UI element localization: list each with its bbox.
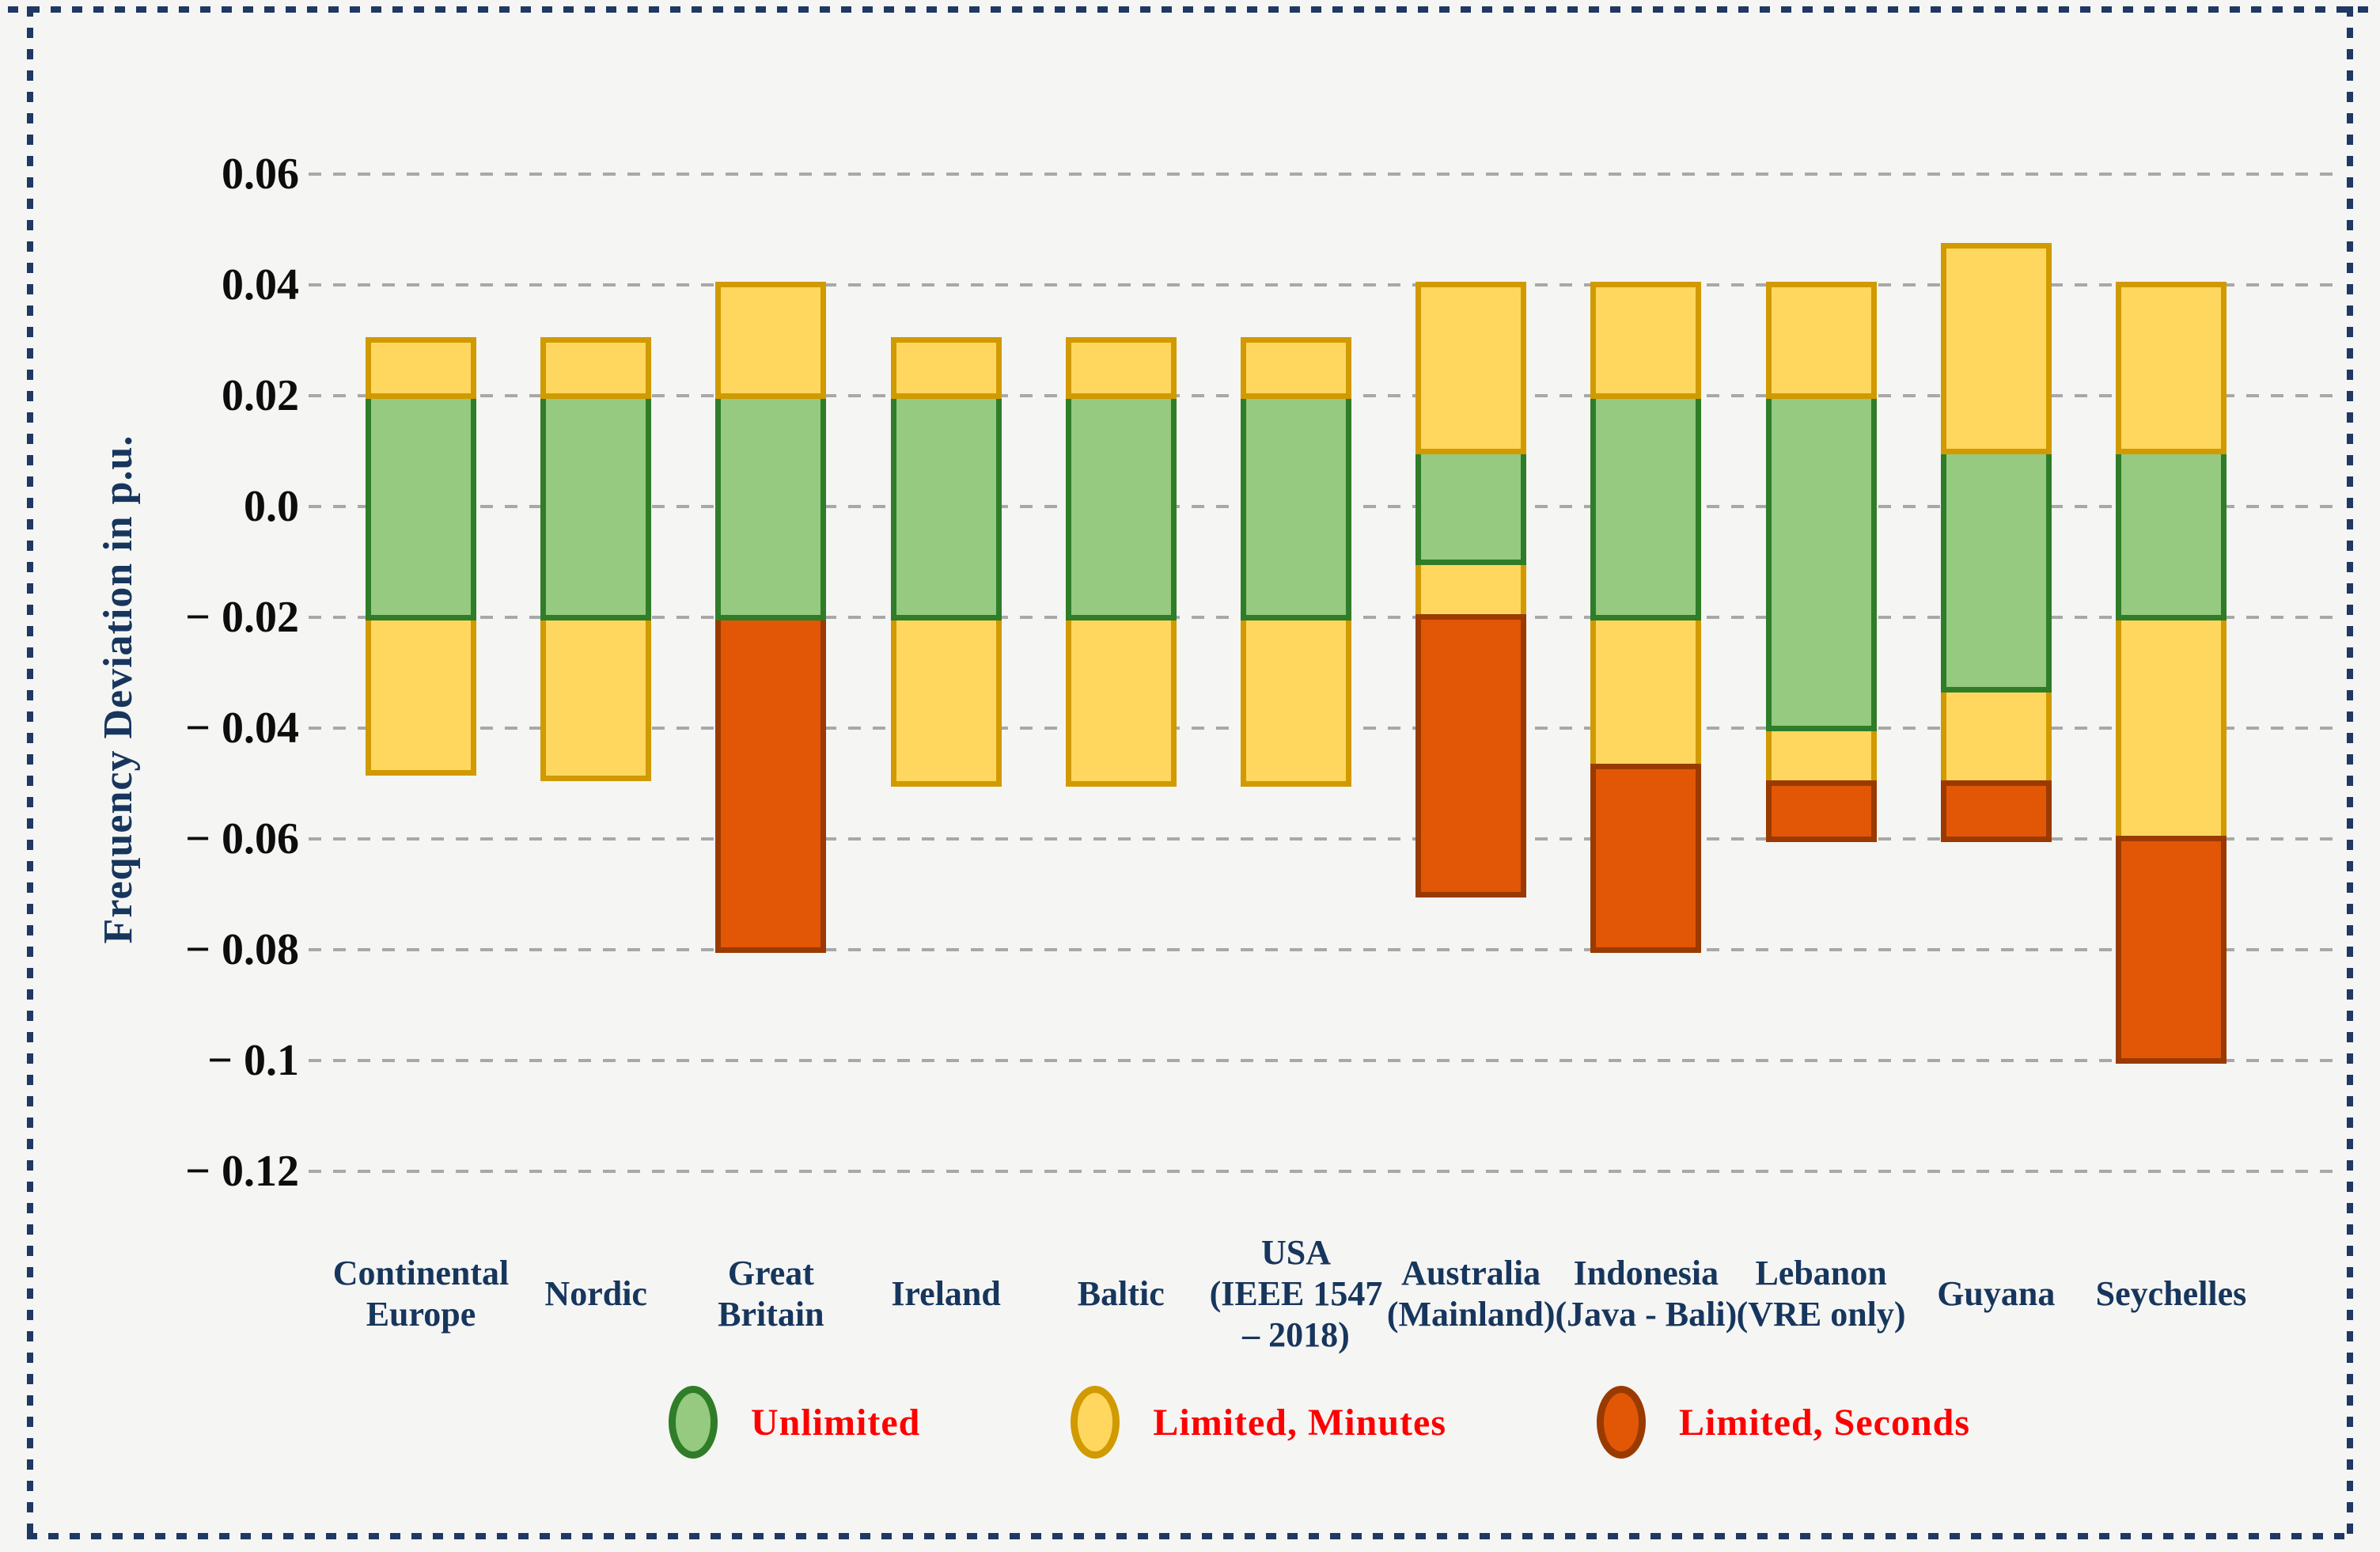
- bar-segment: [366, 614, 476, 776]
- limited_seconds-legend-marker-icon: [1597, 1386, 1646, 1459]
- legend-label: Unlimited: [751, 1401, 921, 1444]
- bar-segment: [890, 393, 1002, 620]
- bar-segment: [890, 614, 1002, 787]
- bar-segment: [1940, 780, 2052, 842]
- legend: Unlimited Limited, Minutes Limited, Second…: [669, 1379, 1970, 1466]
- y-tick-label: 0.0: [244, 482, 299, 531]
- x-category-label: Great Britain: [718, 1254, 824, 1334]
- x-category-label: Ireland: [891, 1274, 1001, 1314]
- limited_minutes-legend-marker-icon: [1071, 1386, 1120, 1459]
- bar-segment: [540, 393, 652, 620]
- bar-segment: [540, 337, 652, 399]
- bar-segment: [1940, 243, 2052, 454]
- bar-segment: [2116, 282, 2227, 454]
- figure-border-right: [2347, 6, 2353, 1539]
- bar-segment: [715, 393, 827, 620]
- legend-label: Limited, Seconds: [1679, 1401, 1971, 1444]
- y-tick-label: − 0.06: [185, 814, 299, 863]
- bar-segment: [540, 614, 652, 781]
- bar-segment: [1590, 393, 1702, 620]
- x-category-label: Guyana: [1937, 1274, 2056, 1314]
- gridline: [309, 283, 2334, 286]
- gridline: [309, 1170, 2334, 1173]
- bar-segment: [1415, 614, 1527, 897]
- bar-segment: [1765, 393, 1877, 731]
- gridline: [309, 173, 2334, 176]
- y-tick-label: − 0.12: [185, 1147, 299, 1196]
- bar-segment: [1765, 725, 1877, 787]
- figure-border-left: [27, 6, 33, 1539]
- bar-segment: [1940, 448, 2052, 693]
- bar-segment: [1940, 686, 2052, 787]
- bar-segment: [1065, 393, 1177, 620]
- bar-segment: [2116, 614, 2227, 842]
- bar-segment: [715, 614, 827, 953]
- legend-label: Limited, Minutes: [1153, 1401, 1446, 1444]
- bar-segment: [1241, 337, 1351, 399]
- gridline: [309, 837, 2334, 841]
- bar-segment: [1065, 337, 1177, 399]
- bar-segment: [2116, 448, 2227, 620]
- bar-segment: [715, 282, 827, 399]
- bar-segment: [1415, 559, 1527, 620]
- gridline: [309, 1059, 2334, 1062]
- gridline: [309, 948, 2334, 951]
- y-tick-label: 0.02: [222, 371, 299, 420]
- unlimited-legend-marker-icon: [669, 1386, 718, 1459]
- y-tick-label: 0.04: [222, 260, 299, 309]
- y-tick-label: − 0.02: [185, 593, 299, 642]
- bar-segment: [1065, 614, 1177, 787]
- bar-segment: [1590, 764, 1702, 953]
- y-tick-label: − 0.1: [207, 1036, 299, 1085]
- legend-item: Limited, Seconds: [1597, 1386, 1970, 1459]
- legend-item: Unlimited: [669, 1386, 920, 1459]
- y-tick-label: − 0.04: [185, 704, 299, 753]
- bar-segment: [890, 337, 1002, 399]
- y-tick-label: − 0.08: [185, 925, 299, 974]
- y-axis-title: Frequency Deviation in p.u.: [96, 434, 141, 944]
- bar-segment: [1241, 393, 1351, 620]
- bar-segment: [1590, 614, 1702, 770]
- bar-segment: [1765, 282, 1877, 399]
- legend-item: Limited, Minutes: [1071, 1386, 1446, 1459]
- bar-segment: [1765, 780, 1877, 842]
- x-category-label: Continental Europe: [332, 1254, 510, 1334]
- bar-segment: [1415, 448, 1527, 565]
- x-category-label: Seychelles: [2095, 1274, 2247, 1314]
- x-category-label: Indonesia (Java - Bali): [1555, 1254, 1738, 1334]
- x-category-label: Australia (Mainland): [1386, 1254, 1556, 1334]
- x-category-label: Baltic: [1077, 1274, 1165, 1314]
- bar-segment: [1415, 282, 1527, 454]
- x-category-label: USA (IEEE 1547 – 2018): [1209, 1233, 1383, 1354]
- x-category-label: Nordic: [544, 1274, 647, 1314]
- bar-segment: [1241, 614, 1351, 787]
- x-category-label: Lebanon (VRE only): [1736, 1254, 1906, 1334]
- bar-segment: [366, 393, 476, 620]
- bar-segment: [1590, 282, 1702, 399]
- bar-segment: [366, 337, 476, 399]
- figure-border-top: [8, 6, 2372, 13]
- bar-segment: [2116, 836, 2227, 1064]
- figure-border-bottom: [27, 1533, 2353, 1539]
- y-tick-label: 0.06: [222, 150, 299, 199]
